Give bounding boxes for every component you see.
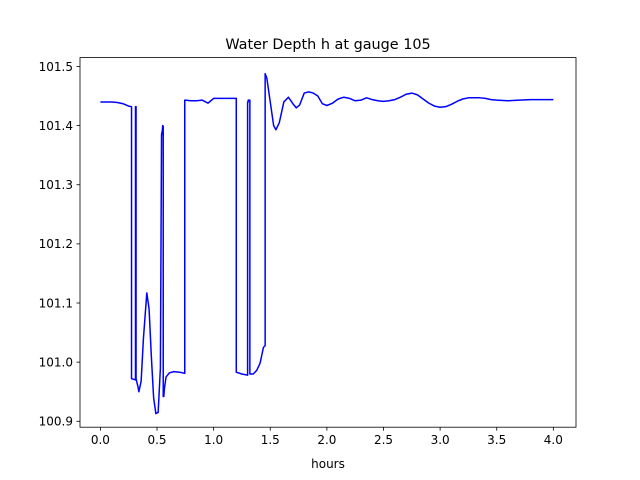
- x-tick-label: 0.0: [91, 433, 110, 447]
- series-layer: [100, 72, 554, 415]
- x-tick-label: 1.5: [261, 433, 280, 447]
- x-tick-label: 3.0: [431, 433, 450, 447]
- y-tick-label: 100.9: [39, 415, 73, 429]
- x-axis-label: hours: [311, 457, 345, 471]
- x-axis: 0.0 0.5 1.0 1.5 2.0 2.5 3.0 3.5 4.0: [91, 427, 563, 447]
- y-tick-label: 101.0: [39, 355, 73, 369]
- x-tick-label: 2.0: [317, 433, 336, 447]
- x-tick-label: 1.0: [204, 433, 223, 447]
- y-tick-label: 101.2: [39, 237, 73, 251]
- y-tick-label: 101.5: [39, 60, 73, 74]
- y-tick-label: 101.1: [39, 296, 73, 310]
- x-tick-label: 3.5: [487, 433, 506, 447]
- plot-area: [80, 57, 576, 428]
- y-tick-label: 101.4: [39, 119, 73, 133]
- x-tick-label: 4.0: [544, 433, 563, 447]
- x-tick-label: 0.5: [147, 433, 166, 447]
- chart-title: Water Depth h at gauge 105: [225, 37, 430, 53]
- x-tick-label: 2.5: [374, 433, 393, 447]
- series-line-0: [100, 72, 554, 415]
- y-axis: 100.9 101.0 101.1 101.2 101.3 101.4 101.5: [39, 60, 80, 429]
- plot-frame: [79, 57, 577, 428]
- y-tick-label: 101.3: [39, 178, 73, 192]
